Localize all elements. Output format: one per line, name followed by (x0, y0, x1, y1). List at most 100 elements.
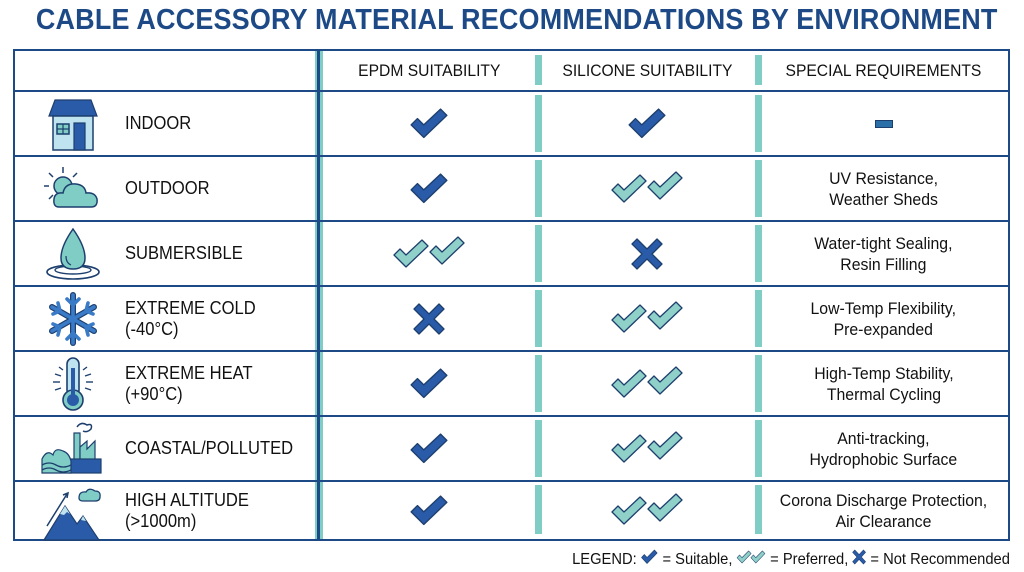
preferred-double-check-icon (609, 170, 685, 207)
column-divider (755, 290, 762, 347)
legend-not-recommended-icon (852, 549, 867, 570)
environment-cell: EXTREME COLD (-40°C) (15, 287, 315, 350)
preferred-double-check-icon (391, 235, 467, 272)
suitable-check-icon (408, 107, 450, 141)
column-divider (535, 355, 542, 412)
silicone-cell (543, 482, 751, 539)
column-divider (535, 420, 542, 477)
suitable-check-icon (408, 367, 450, 401)
suitable-check-icon (626, 107, 668, 141)
legend-suitable-label: = Suitable, (662, 550, 733, 568)
column-divider (535, 485, 542, 534)
requirements-text: Water-tight Sealing, Resin Filling (814, 233, 953, 274)
column-divider (755, 420, 762, 477)
column-divider (535, 55, 542, 85)
sun-cloud-icon (41, 161, 105, 217)
epdm-cell (323, 287, 535, 350)
column-divider (755, 95, 762, 152)
requirements-text: Low-Temp Flexibility, Pre-expanded (810, 298, 957, 339)
epdm-cell (323, 352, 535, 415)
column-divider (535, 225, 542, 282)
none-dash-icon (874, 119, 893, 128)
silicone-cell (543, 352, 751, 415)
header-epdm: EPDM SUITABILITY (357, 60, 501, 80)
preferred-double-check-icon (609, 365, 685, 402)
snowflake-icon (41, 291, 105, 347)
environment-label: SUBMERSIBLE (125, 243, 243, 263)
water-drop-icon (41, 226, 105, 282)
column-divider (755, 225, 762, 282)
table-row: OUTDOOR UV Resistance, Weather Sheds (15, 157, 1008, 222)
column-divider-main (315, 51, 323, 539)
mountain-icon (41, 486, 105, 542)
environment-cell: HIGH ALTITUDE (>1000m) (15, 482, 315, 542)
silicone-cell (543, 157, 751, 220)
column-divider (755, 160, 762, 217)
silicone-cell (543, 287, 751, 350)
requirements-cell (759, 92, 1008, 155)
thermometer-icon (41, 356, 105, 412)
header-environment (15, 51, 315, 90)
silicone-cell (543, 92, 751, 155)
requirements-text: High-Temp Stability, Thermal Cycling (813, 363, 954, 404)
factory-waves-icon (41, 421, 105, 477)
environment-cell: INDOOR (15, 92, 315, 155)
requirements-cell: Water-tight Sealing, Resin Filling (759, 222, 1008, 285)
suitable-check-icon (408, 432, 450, 466)
requirements-cell: UV Resistance, Weather Sheds (759, 157, 1008, 220)
legend-prefix: LEGEND: (572, 550, 637, 568)
requirements-cell: Low-Temp Flexibility, Pre-expanded (759, 287, 1008, 350)
environment-label: HIGH ALTITUDE (>1000m) (125, 489, 249, 531)
requirements-cell: Anti-tracking, Hydrophobic Surface (759, 417, 1008, 480)
not-recommended-x-icon (412, 302, 446, 336)
column-divider (535, 160, 542, 217)
column-divider (755, 55, 762, 85)
column-divider (535, 290, 542, 347)
preferred-double-check-icon (609, 300, 685, 337)
legend-suitable-icon (640, 549, 658, 570)
environment-label: EXTREME COLD (-40°C) (125, 297, 256, 339)
legend-not-recommended-label: = Not Recommended (870, 550, 1010, 568)
environment-cell: SUBMERSIBLE (15, 222, 315, 285)
silicone-cell (543, 222, 751, 285)
epdm-cell (323, 482, 535, 539)
column-divider (755, 355, 762, 412)
requirements-text: Anti-tracking, Hydrophobic Surface (809, 428, 958, 469)
environment-cell: COASTAL/POLLUTED (15, 417, 315, 480)
legend-preferred-icon (736, 550, 766, 569)
preferred-double-check-icon (609, 492, 685, 529)
requirements-cell: High-Temp Stability, Thermal Cycling (759, 352, 1008, 415)
requirements-text: UV Resistance, Weather Sheds (829, 168, 938, 209)
table-row: EXTREME HEAT (+90°C) High-Temp Stability… (15, 352, 1008, 417)
environment-cell: EXTREME HEAT (+90°C) (15, 352, 315, 415)
epdm-cell (323, 92, 535, 155)
not-recommended-x-icon (630, 237, 664, 271)
recommendations-table: EPDM SUITABILITY SILICONE SUITABILITY SP… (13, 49, 1010, 541)
environment-label: INDOOR (125, 113, 192, 133)
table-row: COASTAL/POLLUTED Anti-tracking, Hydrophob… (15, 417, 1008, 482)
epdm-cell (323, 157, 535, 220)
environment-label: OUTDOOR (125, 178, 210, 198)
table-header-row: EPDM SUITABILITY SILICONE SUITABILITY SP… (15, 51, 1008, 92)
suitable-check-icon (408, 172, 450, 206)
header-silicone: SILICONE SUITABILITY (561, 60, 733, 80)
legend-preferred-label: = Preferred, (770, 550, 849, 568)
requirements-text: Corona Discharge Protection, Air Clearanc… (779, 490, 988, 531)
column-divider (755, 485, 762, 534)
table-row: EXTREME COLD (-40°C) Low-Temp Flexibilit… (15, 287, 1008, 352)
header-requirements: SPECIAL REQUIREMENTS (785, 60, 982, 80)
environment-cell: OUTDOOR (15, 157, 315, 220)
requirements-cell: Corona Discharge Protection, Air Clearanc… (759, 482, 1008, 539)
environment-label: COASTAL/POLLUTED (125, 438, 294, 458)
epdm-cell (323, 222, 535, 285)
table-row: INDOOR (15, 92, 1008, 157)
table-row: SUBMERSIBLE Water-tight Sealing, Resin Fi… (15, 222, 1008, 287)
suitable-check-icon (408, 494, 450, 528)
preferred-double-check-icon (609, 430, 685, 467)
legend: LEGEND: = Suitable, = Preferred, = Not R… (572, 549, 1010, 570)
page-title: CABLE ACCESSORY MATERIAL RECOMMENDATIONS… (35, 4, 998, 36)
silicone-cell (543, 417, 751, 480)
column-divider (535, 95, 542, 152)
table-row: HIGH ALTITUDE (>1000m) Corona Discharge … (15, 482, 1008, 542)
environment-label: EXTREME HEAT (+90°C) (125, 362, 253, 404)
